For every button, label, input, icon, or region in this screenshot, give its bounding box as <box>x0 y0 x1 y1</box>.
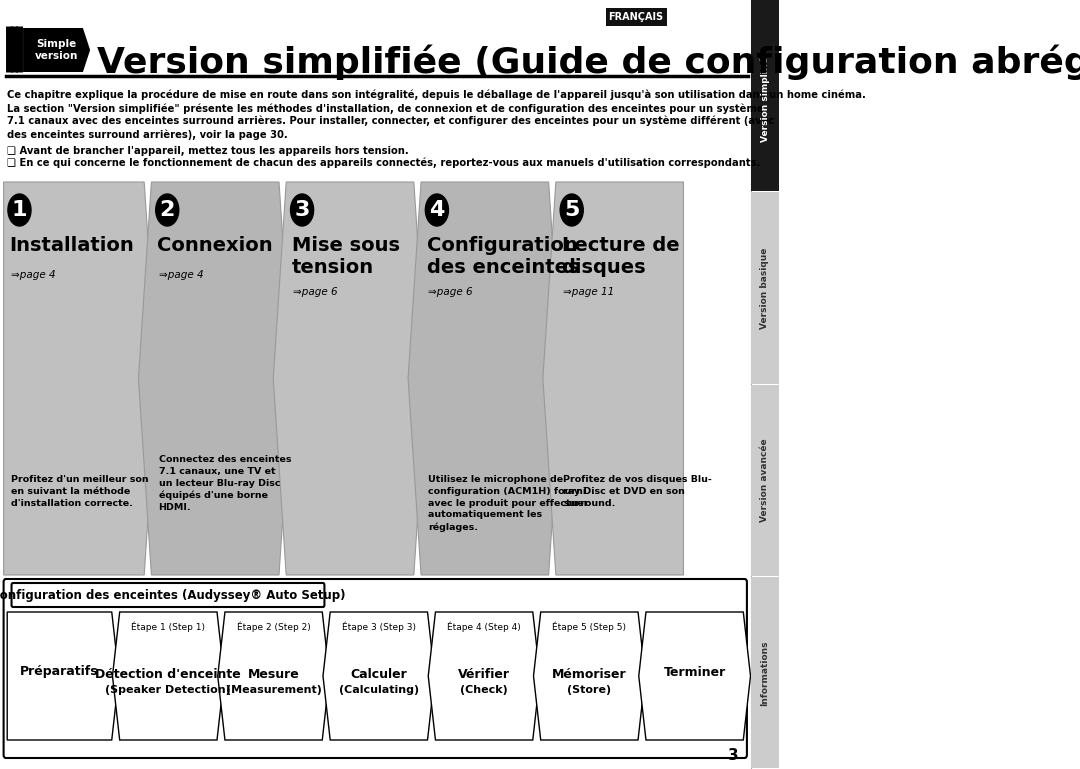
FancyBboxPatch shape <box>752 192 779 384</box>
Text: Mise sous
tension: Mise sous tension <box>292 236 400 277</box>
Circle shape <box>156 194 179 226</box>
Text: 3: 3 <box>295 200 310 220</box>
Text: (Check): (Check) <box>460 685 508 695</box>
Polygon shape <box>323 612 435 740</box>
Text: ⇒page 4: ⇒page 4 <box>159 270 203 280</box>
Text: Version simplifiée (Guide de configuration abrégé): Version simplifiée (Guide de configurati… <box>97 45 1080 80</box>
Text: Détection d'enceinte: Détection d'enceinte <box>95 667 241 681</box>
Text: 5: 5 <box>564 200 579 220</box>
Text: Étape 1 (Step 1): Étape 1 (Step 1) <box>132 622 205 632</box>
Polygon shape <box>429 612 540 740</box>
Text: Utilisez le microphone de
configuration (ACM1H) fourni
avec le produit pour effe: Utilisez le microphone de configuration … <box>429 475 589 532</box>
Text: Calculer: Calculer <box>351 667 407 681</box>
FancyBboxPatch shape <box>752 384 779 576</box>
Text: Ce chapitre explique la procédure de mise en route dans son intégralité, depuis : Ce chapitre explique la procédure de mis… <box>8 90 866 101</box>
Text: (Store): (Store) <box>567 685 611 695</box>
Text: 4: 4 <box>429 200 445 220</box>
Text: Version simplifiée: Version simplifiée <box>760 51 770 141</box>
Text: des enceintes surround arrières), voir la page 30.: des enceintes surround arrières), voir l… <box>8 129 288 139</box>
Polygon shape <box>218 612 329 740</box>
FancyBboxPatch shape <box>752 577 779 768</box>
Text: Mesure: Mesure <box>247 667 299 681</box>
Text: ⇒page 4: ⇒page 4 <box>11 270 55 280</box>
Text: ❑ Avant de brancher l'appareil, mettez tous les appareils hors tension.: ❑ Avant de brancher l'appareil, mettez t… <box>8 146 409 156</box>
Text: ⇒page 6: ⇒page 6 <box>429 287 473 297</box>
Text: 7.1 canaux avec des enceintes surround arrières. Pour installer, connecter, et c: 7.1 canaux avec des enceintes surround a… <box>8 116 774 126</box>
Circle shape <box>8 194 31 226</box>
Polygon shape <box>543 182 684 575</box>
Circle shape <box>426 194 448 226</box>
Text: Préparatifs: Préparatifs <box>21 665 98 678</box>
Polygon shape <box>112 612 225 740</box>
Text: Étape 5 (Step 5): Étape 5 (Step 5) <box>552 622 626 632</box>
FancyBboxPatch shape <box>606 8 666 26</box>
Text: FRANÇAIS: FRANÇAIS <box>608 12 663 22</box>
Polygon shape <box>8 612 119 740</box>
Polygon shape <box>273 182 427 575</box>
Text: Étape 4 (Step 4): Étape 4 (Step 4) <box>447 622 521 632</box>
FancyBboxPatch shape <box>752 0 779 191</box>
Text: Version avancée: Version avancée <box>760 439 769 522</box>
Polygon shape <box>3 182 158 575</box>
Text: Connexion: Connexion <box>158 236 273 255</box>
FancyBboxPatch shape <box>3 579 747 758</box>
Text: Étape 2 (Step 2): Étape 2 (Step 2) <box>237 622 310 632</box>
Circle shape <box>561 194 583 226</box>
Text: 3: 3 <box>728 747 739 763</box>
Text: 1: 1 <box>12 200 27 220</box>
Text: Configuration des enceintes (Audyssey® Auto Setup): Configuration des enceintes (Audyssey® A… <box>0 588 346 601</box>
Polygon shape <box>23 28 90 72</box>
Polygon shape <box>138 182 292 575</box>
Polygon shape <box>534 612 645 740</box>
Text: Terminer: Terminer <box>663 665 726 678</box>
Text: Installation: Installation <box>10 236 134 255</box>
Text: Vérifier: Vérifier <box>458 667 510 681</box>
Text: La section "Version simplifiée" présente les méthodes d'installation, de connexi: La section "Version simplifiée" présente… <box>8 103 764 114</box>
FancyBboxPatch shape <box>12 583 324 607</box>
Text: (Speaker Detection): (Speaker Detection) <box>106 685 231 695</box>
Text: ⇒page 11: ⇒page 11 <box>563 287 615 297</box>
Text: Informations: Informations <box>760 640 769 706</box>
Text: ⇒page 6: ⇒page 6 <box>294 287 338 297</box>
Text: ❑ En ce qui concerne le fonctionnement de chacun des appareils connectés, report: ❑ En ce qui concerne le fonctionnement d… <box>8 158 760 168</box>
Text: Connectez des enceintes
7.1 canaux, une TV et
un lecteur Blu-ray Disc
équipés d': Connectez des enceintes 7.1 canaux, une … <box>159 455 292 512</box>
Text: Simple
version: Simple version <box>35 38 78 62</box>
Text: (Calculating): (Calculating) <box>339 685 419 695</box>
Text: (Measurement): (Measurement) <box>226 685 322 695</box>
Polygon shape <box>638 612 751 740</box>
Text: Étape 3 (Step 3): Étape 3 (Step 3) <box>342 622 416 632</box>
Text: Mémoriser: Mémoriser <box>552 667 626 681</box>
Text: 2: 2 <box>160 200 175 220</box>
Polygon shape <box>408 182 562 575</box>
Circle shape <box>291 194 313 226</box>
Text: Profitez de vos disques Blu-
ray Disc et DVD en son
surround.: Profitez de vos disques Blu- ray Disc et… <box>563 475 712 508</box>
Text: Profitez d'un meilleur son
en suivant la méthode
d'installation correcte.: Profitez d'un meilleur son en suivant la… <box>11 475 148 508</box>
Text: Configuration
des enceintes: Configuration des enceintes <box>427 236 579 277</box>
Text: Version basique: Version basique <box>760 248 769 329</box>
Text: Lecture de
disques: Lecture de disques <box>562 236 679 277</box>
